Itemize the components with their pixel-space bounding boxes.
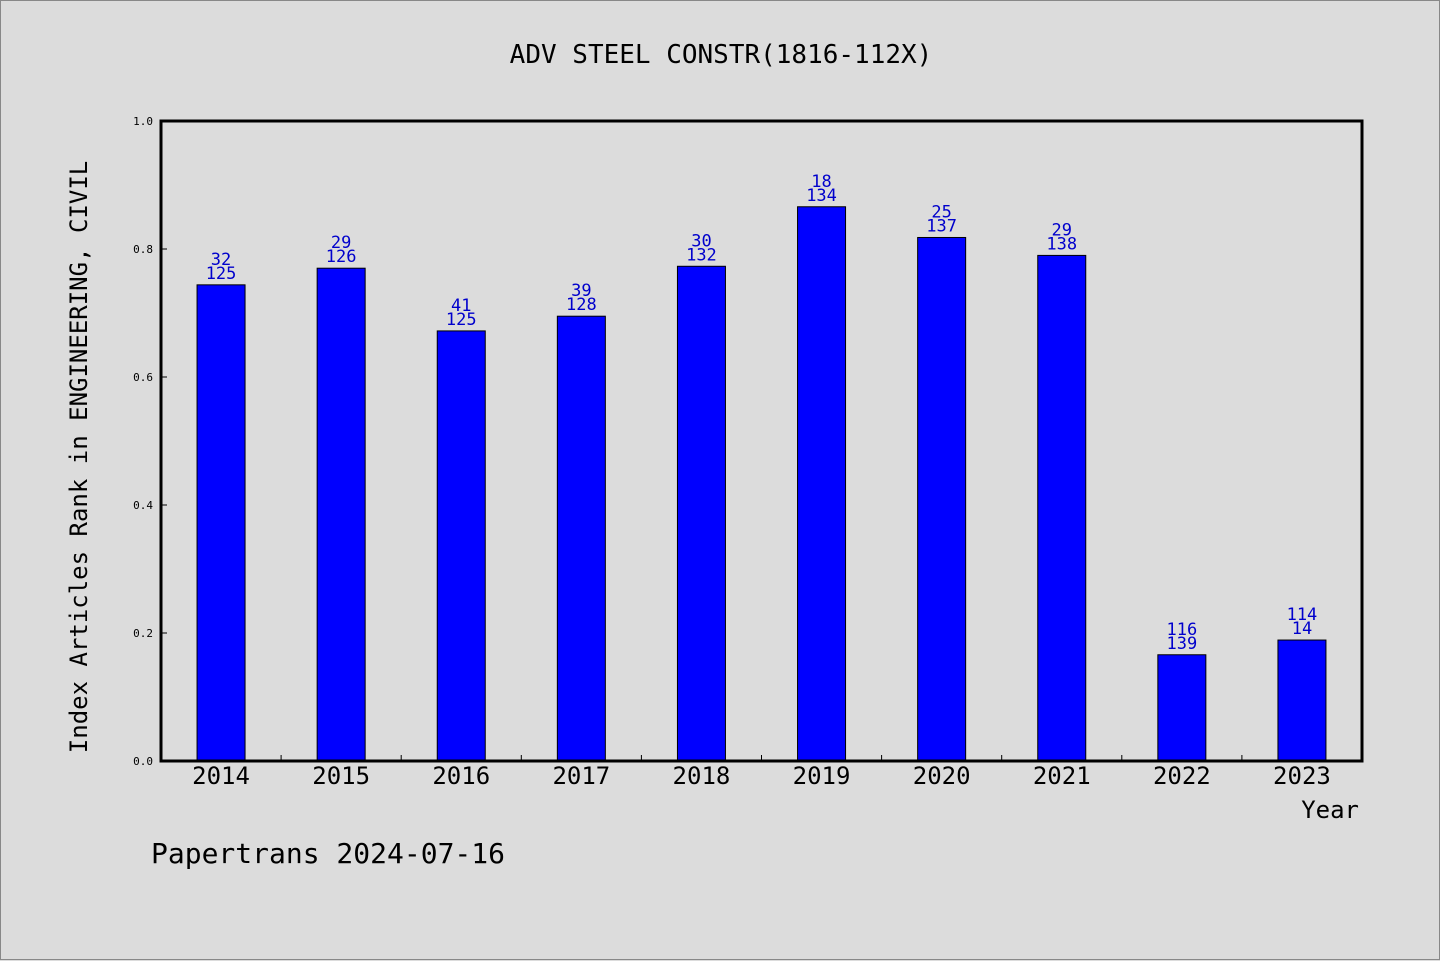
data-label-top: 114	[1287, 605, 1318, 625]
x-tick-label: 2018	[673, 762, 731, 790]
x-tick-label: 2017	[552, 762, 610, 790]
bar-2022	[1157, 654, 1207, 762]
data-label-top: 30	[691, 231, 711, 251]
chart-title: ADV STEEL CONSTR(1816-112X)	[510, 40, 933, 70]
y-axis-label: Index Articles Rank in ENGINEERING, CIVI…	[65, 161, 93, 753]
data-label-top: 25	[931, 202, 951, 222]
bar-2019	[797, 206, 847, 762]
data-label-bottom: 134	[806, 186, 837, 206]
data-label-bottom: 125	[206, 264, 237, 284]
data-label-top: 29	[331, 233, 351, 253]
y-tick-label: 0.6	[133, 371, 153, 384]
plot-frame	[159, 119, 1364, 763]
data-label-bottom: 139	[1166, 634, 1197, 654]
bar-2018	[676, 265, 726, 762]
data-label-bottom: 126	[326, 247, 357, 267]
x-tick-label: 2015	[312, 762, 370, 790]
bar-2016	[436, 330, 486, 762]
x-tick-label: 2020	[913, 762, 971, 790]
data-label-top: 39	[571, 281, 591, 301]
data-label-bottom: 137	[926, 216, 957, 236]
bar-2014	[196, 284, 246, 762]
x-tick-label: 2016	[432, 762, 490, 790]
bar-2015	[316, 267, 366, 762]
x-axis-label: Year	[1301, 796, 1359, 824]
x-tick-label: 2023	[1273, 762, 1331, 790]
bar-2023	[1277, 639, 1327, 762]
y-tick-label: 0.0	[133, 755, 153, 768]
plot-area: 0.00.20.40.60.81.01253220141262920151254…	[133, 115, 1331, 790]
data-label-top: 41	[451, 296, 471, 316]
data-label-bottom: 132	[686, 245, 717, 265]
bar-2020	[917, 236, 967, 762]
bar-2017	[556, 315, 606, 762]
x-tick-label: 2014	[192, 762, 250, 790]
x-tick-label: 2022	[1153, 762, 1211, 790]
data-label-top: 116	[1166, 620, 1197, 640]
x-tick-label: 2021	[1033, 762, 1091, 790]
y-tick-label: 0.2	[133, 627, 153, 640]
data-label-top: 32	[211, 250, 231, 270]
footer-source: Papertrans 2024-07-16	[151, 837, 505, 870]
y-tick-label: 1.0	[133, 115, 153, 128]
data-label-bottom: 128	[566, 295, 597, 315]
data-label-top: 18	[811, 172, 831, 192]
data-label-bottom: 14	[1292, 619, 1312, 639]
bar-2021	[1037, 254, 1087, 762]
y-tick-label: 0.4	[133, 499, 153, 512]
data-label-bottom: 138	[1046, 234, 1077, 254]
x-tick-label: 2019	[793, 762, 851, 790]
data-label-top: 29	[1052, 220, 1072, 240]
data-label-bottom: 125	[446, 310, 477, 330]
y-tick-label: 0.8	[133, 243, 153, 256]
